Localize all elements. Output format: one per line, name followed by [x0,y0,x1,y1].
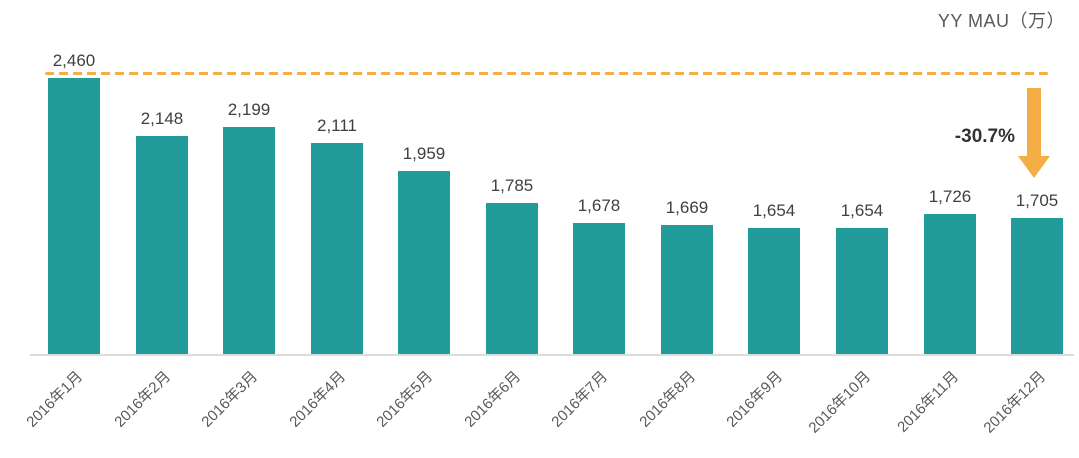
decline-arrow-icon [1027,88,1041,156]
bar-2016年10月 [836,228,888,354]
bar-value-label: 1,705 [1015,191,1059,210]
bar-2016年8月 [661,225,713,354]
x-axis-label: 2016年12月 [980,368,1050,437]
bar-value-label: 1,678 [577,196,621,215]
bar-2016年3月 [223,127,275,354]
x-axis-label: 2016年8月 [636,368,700,431]
bar-value-label: 2,460 [52,51,96,70]
x-axis-label: 2016年2月 [111,368,175,431]
x-axis-label: 2016年9月 [723,368,787,431]
bar-value-label: 2,148 [140,109,184,128]
x-axis-label: 2016年4月 [286,368,350,431]
x-axis-label: 2016年6月 [461,368,525,431]
bar-value-label: 1,785 [490,176,534,195]
chart-title: YY MAU（万） [937,11,1065,31]
bar-value-label: 1,654 [752,201,796,220]
bar-2016年4月 [311,143,363,354]
reference-dashed-line [45,72,1048,75]
bar-value-label: 1,726 [928,187,972,206]
bar-2016年2月 [136,136,188,354]
bar-value-label: 1,654 [840,201,884,220]
bar-2016年6月 [486,203,538,354]
bar-value-label: 2,199 [227,100,271,119]
x-axis-label: 2016年7月 [548,368,612,431]
x-axis-label: 2016年1月 [23,368,87,431]
bar-value-label: 2,111 [316,116,358,135]
decline-percent-label: -30.7% [954,126,1015,147]
bar-2016年11月 [924,214,976,354]
x-axis-label: 2016年5月 [373,368,437,431]
bar-2016年1月 [48,78,100,354]
bar-2016年12月 [1011,218,1063,354]
bar-value-label: 1,959 [402,144,446,163]
bar-2016年9月 [748,228,800,354]
decline-arrow-head-icon [1018,156,1050,178]
x-axis-label: 2016年10月 [805,368,875,437]
bar-2016年7月 [573,223,625,354]
x-axis-label: 2016年3月 [198,368,262,431]
bar-2016年5月 [398,171,450,354]
x-axis-line [30,354,1074,356]
x-axis-label: 2016年11月 [894,368,963,436]
bar-value-label: 1,669 [665,198,709,217]
